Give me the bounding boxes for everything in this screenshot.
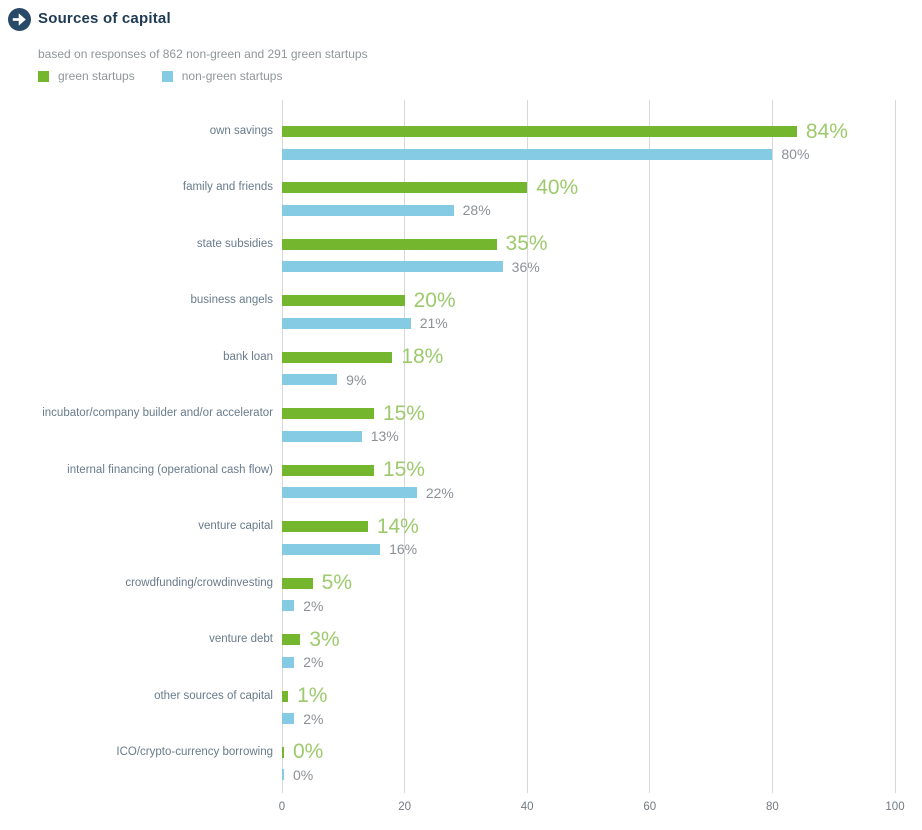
green-bar [282,351,393,363]
category-label: family and friends [182,181,273,194]
x-tick-80: 80 [765,801,779,813]
legend-item-nongreen: non-green startups [161,69,283,83]
green-value-label: 15% [382,401,425,425]
category-label: internal financing (operational cash flo… [67,463,273,476]
chart-subtitle: based on responses of 862 non-green and … [38,47,368,61]
blue-value-label: 22% [425,484,454,501]
blue-bar [282,148,773,160]
x-tick-60: 60 [643,801,657,813]
green-bar [282,634,301,646]
category-label: own savings [209,125,273,137]
blue-bar [282,769,284,781]
green-bar [282,182,528,194]
green-value-label: 84% [805,119,848,143]
category-label: incubator/company builder and/or acceler… [42,407,273,420]
legend-label-nongreen: non-green startups [181,69,283,83]
green-value-label: 20% [413,288,456,312]
blue-value-label: 0% [293,766,314,783]
green-bar [282,577,313,589]
green-value-label: 1% [297,684,328,707]
blue-value-label: 21% [419,315,448,332]
blue-bar [282,656,295,668]
blue-bar [282,713,295,724]
green-bar [282,746,284,758]
arrow-right-circle-icon [8,8,31,31]
legend-item-green: green startups [38,69,135,83]
category-label: crowdfunding/crowdinvesting [125,576,273,589]
category-label: business angels [190,294,273,307]
blue-bar [282,430,362,442]
blue-bar [282,374,338,386]
green-bar [282,690,289,702]
x-tick-100: 100 [885,801,905,813]
page-title: Sources of capital [38,10,171,27]
green-bar [282,464,374,476]
gridline-20 [404,100,406,793]
green-value-label: 5% [321,571,352,595]
blue-value-label: 2% [303,597,324,614]
gridline-100 [894,100,896,793]
category-label: ICO/crypto-currency borrowing [116,745,273,758]
gridline-80 [771,100,773,793]
blue-value-label: 28% [462,202,491,219]
blue-bar [282,543,381,555]
green-bar [282,126,797,137]
legend-label-green: green startups [58,69,135,83]
green-value-label: 14% [376,514,419,538]
green-value-label: 35% [505,232,548,256]
blue-value-label: 2% [303,654,324,671]
green-value-label: 3% [309,627,340,651]
category-label: state subsidies [196,237,273,250]
green-value-label: 0% [293,740,324,764]
green-bar [282,408,374,420]
blue-value-label: 13% [370,428,399,445]
category-label: bank loan [223,350,273,363]
legend-swatch-nongreen [161,70,173,82]
blue-value-label: 16% [389,541,418,558]
x-tick-40: 40 [520,801,534,813]
blue-bar [282,261,503,273]
category-label: other sources of capital [154,689,273,702]
category-label: venture capital [198,520,273,533]
legend-swatch-green [38,70,49,82]
category-label: venture debt [209,633,273,646]
blue-value-label: 9% [346,371,367,388]
green-bar [282,238,497,250]
arrow-right-icon-svg [8,8,31,31]
green-bar [282,295,405,307]
legend: green startups non-green startups [38,69,309,83]
blue-bar [282,317,411,329]
gridline-0 [281,100,283,793]
blue-value-label: 2% [303,710,324,727]
green-value-label: 40% [536,175,579,199]
x-tick-20: 20 [398,801,411,813]
blue-value-label: 80% [781,146,810,162]
blue-value-label: 36% [511,258,540,275]
x-tick-0: 0 [278,801,286,813]
green-value-label: 18% [401,345,444,369]
gridline-40 [526,100,528,793]
green-value-label: 15% [382,458,425,482]
blue-bar [282,487,417,499]
gridline-60 [649,100,651,793]
green-bar [282,521,368,533]
blue-bar [282,600,295,612]
blue-bar [282,204,454,216]
